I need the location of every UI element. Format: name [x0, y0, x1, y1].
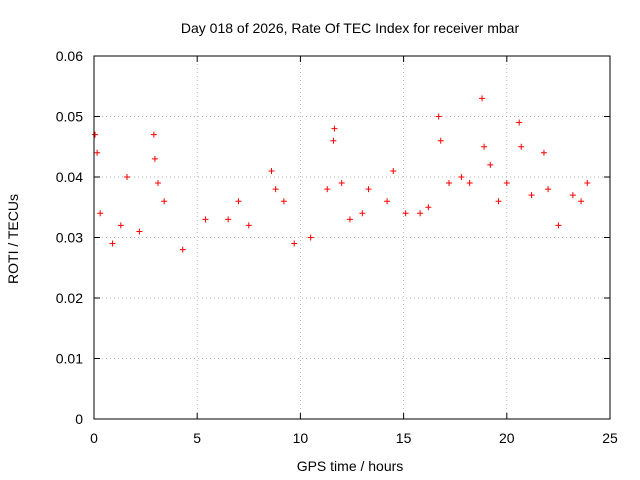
data-point — [425, 204, 432, 211]
data-point — [307, 234, 314, 241]
data-point — [97, 210, 104, 217]
data-point — [446, 180, 453, 187]
data-point — [495, 198, 502, 205]
data-point — [202, 216, 209, 223]
y-tick-label: 0.02 — [56, 290, 83, 306]
data-point — [154, 180, 161, 187]
data-point — [384, 198, 391, 205]
data-point — [458, 174, 465, 180]
y-tick-label: 0.05 — [56, 109, 83, 125]
data-point — [365, 186, 372, 193]
data-point — [503, 180, 510, 187]
data-point — [390, 167, 397, 174]
grid-lines — [94, 56, 610, 419]
y-tick-label: 0 — [75, 411, 83, 427]
data-point — [124, 174, 131, 180]
chart-title: Day 018 of 2026, Rate Of TEC Index for r… — [181, 20, 520, 36]
data-point — [555, 222, 562, 229]
data-point — [359, 210, 366, 217]
x-tick-label: 20 — [499, 430, 515, 446]
data-point — [402, 210, 409, 217]
data-point — [481, 143, 488, 150]
data-point — [245, 222, 252, 229]
data-point — [280, 198, 287, 205]
data-point — [117, 222, 124, 229]
data-point — [151, 155, 158, 162]
data-point — [291, 240, 298, 247]
y-tick-label: 0.06 — [56, 48, 83, 64]
data-point — [161, 198, 168, 205]
data-point — [569, 192, 576, 199]
data-point — [150, 131, 157, 138]
x-axis-label: GPS time / hours — [297, 458, 404, 474]
data-point — [235, 198, 242, 205]
data-point — [540, 149, 547, 156]
data-point — [346, 216, 353, 223]
x-tick-label: 15 — [396, 430, 412, 446]
data-point — [136, 228, 143, 235]
data-point — [466, 180, 473, 187]
data-point — [435, 113, 442, 120]
y-tick-label: 0.04 — [56, 169, 83, 185]
data-point — [324, 186, 331, 193]
x-tick-label: 0 — [90, 430, 98, 446]
y-axis-label: ROTI / TECUs — [5, 194, 21, 284]
data-point — [268, 167, 275, 174]
axis-ticks: 0 5 10 15 20 25 0 0.01 0.02 0.03 0.04 0.05 0.06 — [56, 48, 618, 446]
data-point — [528, 192, 535, 199]
y-tick-label: 0.03 — [56, 230, 83, 246]
data-point — [331, 125, 338, 132]
data-point — [92, 131, 99, 138]
data-points — [92, 95, 591, 253]
data-point — [479, 95, 486, 102]
data-point — [272, 186, 279, 193]
data-point — [578, 198, 585, 205]
data-point — [584, 180, 591, 187]
data-point — [94, 149, 101, 156]
data-point — [518, 143, 525, 150]
y-tick-label: 0.01 — [56, 351, 83, 367]
data-point — [179, 246, 186, 253]
data-point — [487, 161, 494, 168]
data-point — [109, 240, 116, 247]
x-tick-label: 25 — [602, 430, 618, 446]
data-point — [330, 137, 337, 144]
data-point — [417, 210, 424, 217]
data-point — [516, 119, 523, 126]
data-point — [338, 180, 345, 187]
data-point — [437, 137, 444, 144]
data-point — [225, 216, 232, 223]
x-tick-label: 10 — [293, 430, 309, 446]
x-tick-label: 5 — [193, 430, 201, 446]
data-point — [545, 186, 552, 193]
